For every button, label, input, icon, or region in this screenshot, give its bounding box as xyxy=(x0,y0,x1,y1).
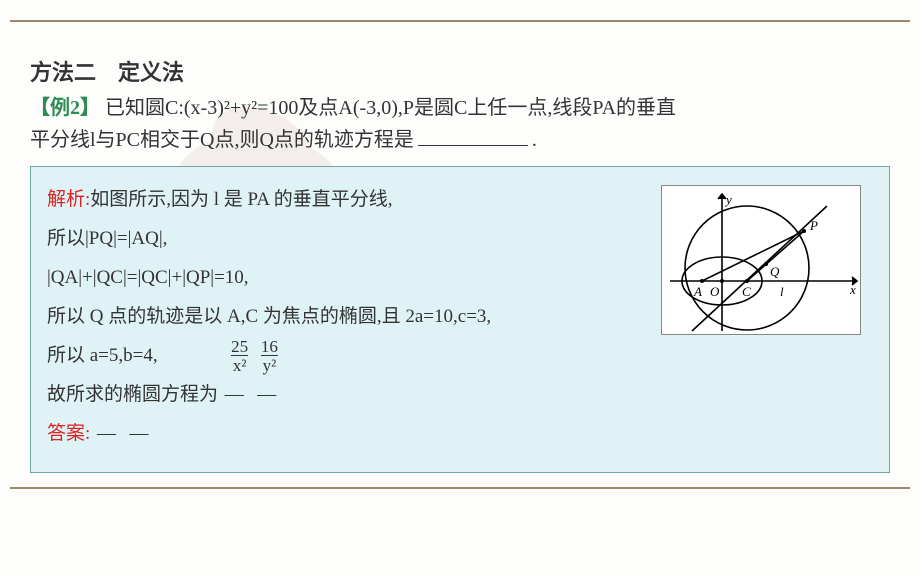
answer-blank xyxy=(418,124,528,146)
sol-line-6: 故所求的椭圆方程为 — — xyxy=(47,376,873,415)
period: . xyxy=(532,129,537,151)
fig-label-A: A xyxy=(693,284,702,299)
fig-label-O: O xyxy=(710,284,720,299)
sol-line-5: 所以 a=5,b=4, 25 x² 16 y² xyxy=(47,337,873,376)
fig-label-Q: Q xyxy=(770,264,780,279)
top-rule xyxy=(10,20,910,22)
fig-label-P: P xyxy=(809,218,818,233)
fig-label-l: l xyxy=(780,284,784,299)
frac-25: 25 x² xyxy=(231,338,248,374)
answer-label: 答案: xyxy=(47,423,90,444)
solution-box: y x A O C Q P l 解析:如图所示,因为 l 是 PA 的垂直平分线… xyxy=(30,166,890,473)
problem-block: 【例2】 已知圆C:(x-3)²+y²=100及点A(-3,0),P是圆C上任一… xyxy=(30,93,890,156)
problem-text-1: 已知圆C:(x-3)²+y²=100及点A(-3,0),P是圆C上任一点,线段P… xyxy=(100,97,676,119)
locus-figure: y x A O C Q P l xyxy=(661,185,861,335)
fig-label-x: x xyxy=(849,282,856,297)
problem-text-2: 平分线l与PC相交于Q点,则Q点的轨迹方程是 xyxy=(30,129,414,151)
solution-label: 解析: xyxy=(47,189,90,210)
fig-label-C: C xyxy=(742,284,751,299)
page: 方法二 定义法 【例2】 已知圆C:(x-3)²+y²=100及点A(-3,0)… xyxy=(0,0,920,493)
bottom-rule xyxy=(10,487,910,489)
example-label: 【例2】 xyxy=(30,97,100,119)
method-title: 方法二 定义法 xyxy=(30,55,890,87)
frac-16: 16 y² xyxy=(261,338,278,374)
answer-line: 答案: — — xyxy=(47,415,873,454)
fig-label-y: y xyxy=(724,192,732,207)
